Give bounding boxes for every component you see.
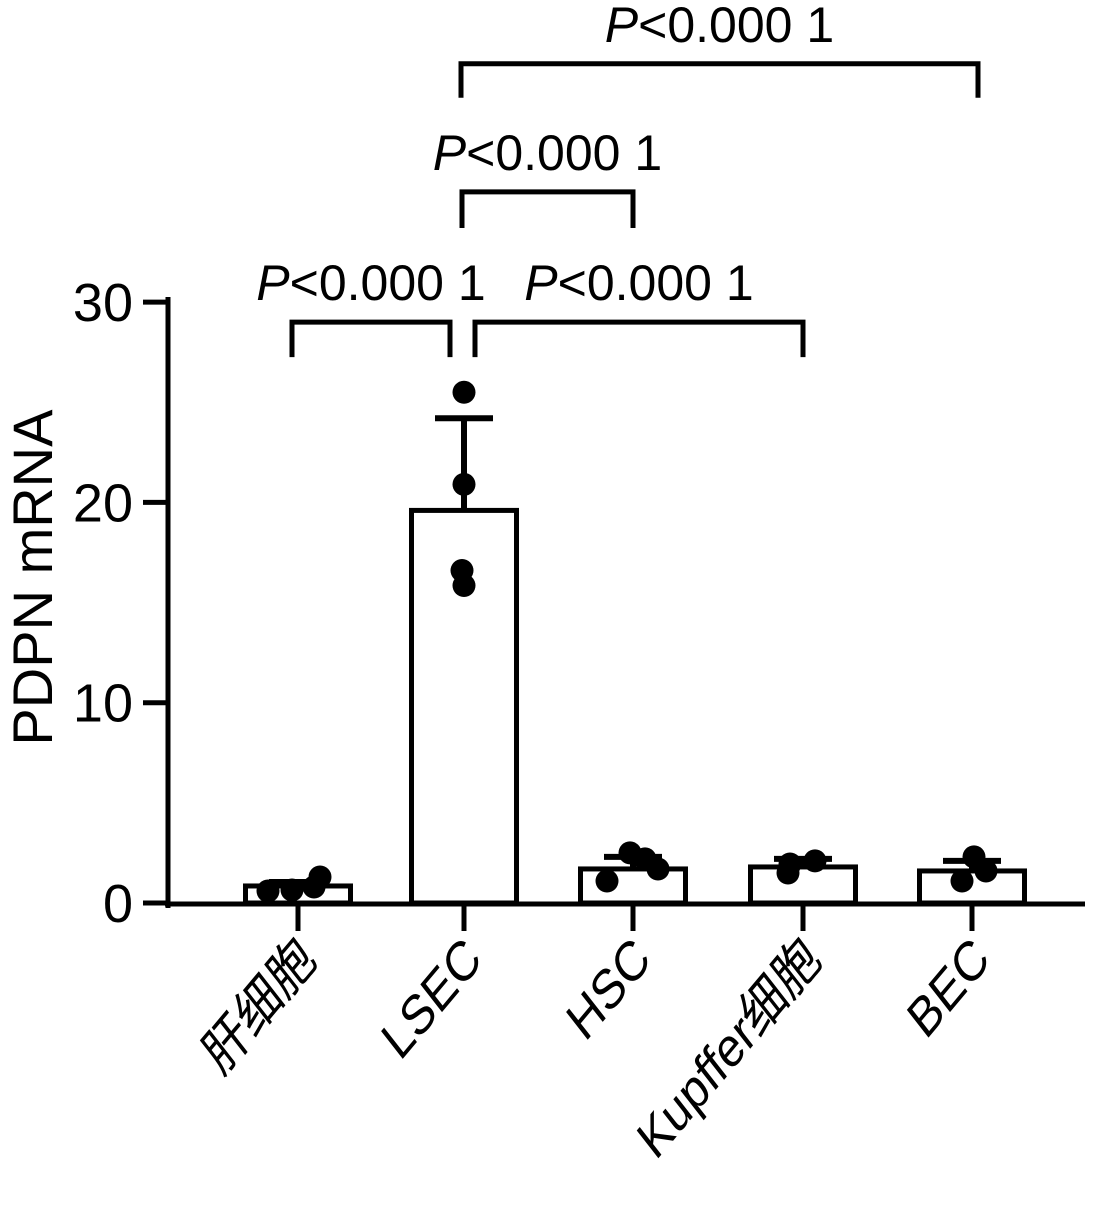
data-point <box>452 574 476 598</box>
bar-Kupffer细胞 <box>748 864 858 906</box>
y-tick-label: 10 <box>73 674 133 734</box>
significance-label: P<0.000 1 <box>256 255 485 311</box>
y-tick-label: 0 <box>103 874 133 934</box>
bar-HSC <box>578 866 688 906</box>
y-tick-label: 30 <box>73 273 133 333</box>
data-point <box>308 865 332 889</box>
x-tick-label-Kupffer细胞: Kupffer细胞 <box>627 925 830 1170</box>
significance-bracket <box>289 319 453 358</box>
significance-bracket <box>459 189 636 228</box>
data-point <box>595 869 619 893</box>
x-tick-label-HSC: HSC <box>557 925 660 1051</box>
y-tick-label: 20 <box>73 473 133 533</box>
significance-bracket <box>472 319 806 358</box>
significance-label: P<0.000 1 <box>524 255 753 311</box>
data-point <box>256 879 280 903</box>
x-tick-label-LSEC: LSEC <box>371 925 490 1070</box>
data-point <box>452 472 476 496</box>
significance-bracket <box>458 61 981 98</box>
data-point <box>950 869 974 893</box>
data-point <box>646 857 670 881</box>
significance-label: P<0.000 1 <box>605 0 834 53</box>
data-point <box>452 380 476 404</box>
x-tick-label-肝细胞: 肝细胞 <box>193 925 325 1085</box>
data-point <box>280 878 304 902</box>
y-axis-title: PDPN mRNA <box>1 409 64 746</box>
significance-label: P<0.000 1 <box>433 125 662 181</box>
data-point <box>778 852 802 876</box>
data-point <box>974 859 998 883</box>
x-tick-label-BEC: BEC <box>897 925 999 1049</box>
data-point <box>803 849 827 873</box>
